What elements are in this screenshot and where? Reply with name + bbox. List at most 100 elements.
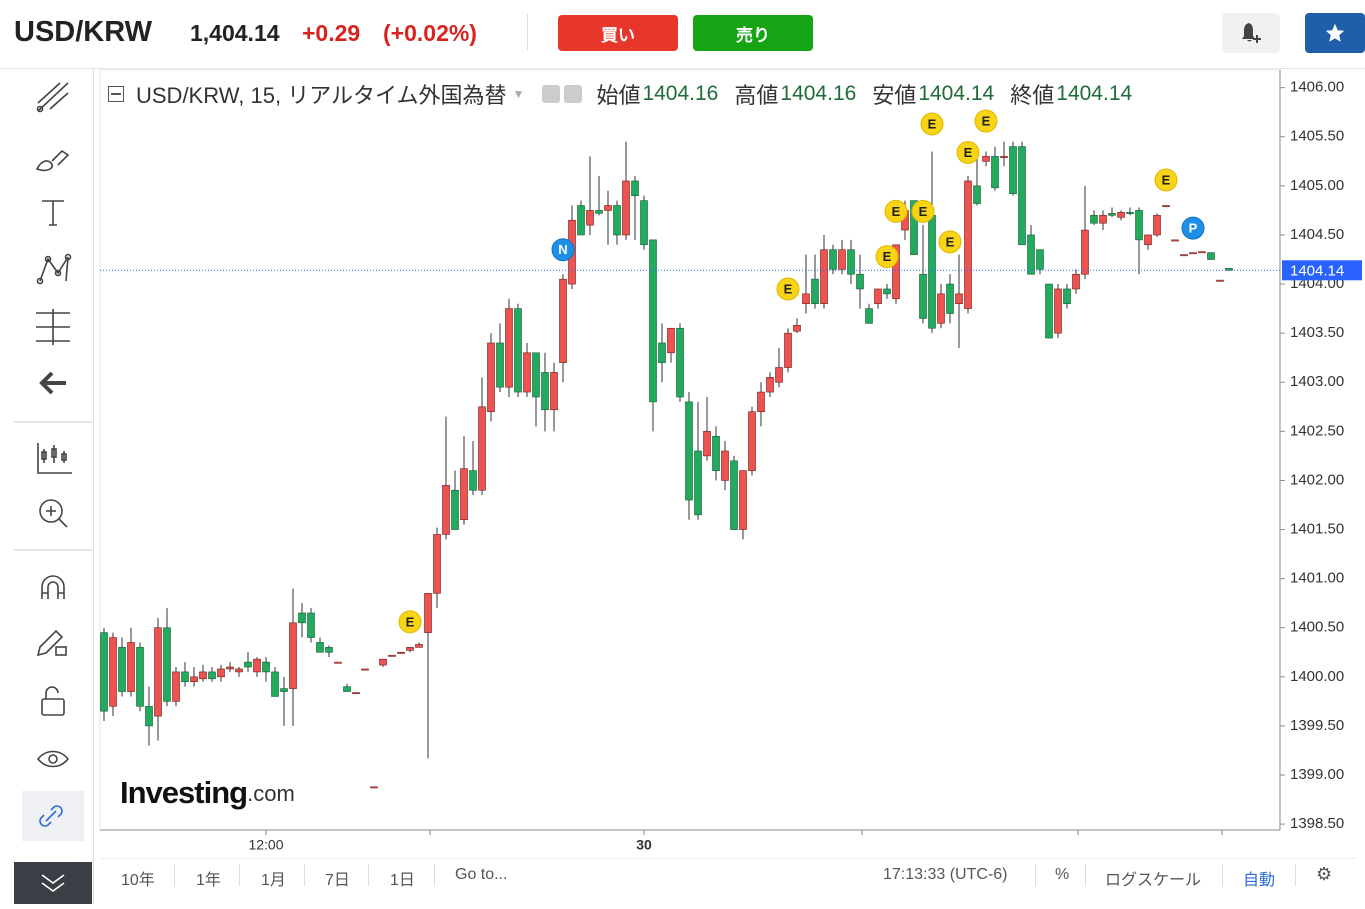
candle-body (1072, 273, 1080, 290)
candle-body (460, 468, 468, 521)
pattern-tool[interactable] (36, 253, 72, 285)
candle-body (721, 450, 729, 481)
candle-body (100, 632, 108, 712)
y-tick-label: 1399.50 (1290, 717, 1344, 734)
candle-body (208, 671, 216, 680)
buy-button[interactable]: 買い (558, 15, 678, 51)
candle-body (838, 249, 846, 270)
event-marker (551, 238, 575, 262)
clock[interactable]: 17:13:33 (UTC-6) (883, 866, 1008, 883)
candle-body (703, 431, 711, 457)
candle-body (334, 661, 342, 664)
candle-body (847, 249, 855, 275)
brush-tool[interactable] (35, 149, 70, 172)
y-tick-label: 1400.50 (1290, 619, 1344, 636)
y-tick-label: 1401.50 (1290, 521, 1344, 538)
lock-tool[interactable] (41, 686, 65, 716)
change: +0.29 (302, 20, 361, 46)
link-tool[interactable] (39, 805, 63, 827)
candle-body (496, 342, 504, 388)
high-label: 高値 (734, 83, 779, 108)
y-tick-label: 1398.50 (1290, 815, 1344, 832)
range-7d[interactable]: 7日 (325, 872, 350, 889)
candle-body (856, 273, 864, 290)
trend-line-tool[interactable] (36, 82, 69, 113)
candle-body (172, 671, 180, 702)
candle-body (325, 647, 333, 653)
event-marker (1181, 216, 1205, 240)
event-label: N (558, 242, 567, 257)
candle-body (685, 401, 693, 501)
candle-body (1108, 213, 1116, 216)
candle-body (262, 661, 270, 673)
auto-toggle[interactable]: 自動 (1243, 872, 1276, 889)
candle-body (604, 205, 612, 211)
legend-dropdown[interactable]: ▼ (512, 87, 525, 101)
event-label: E (883, 249, 892, 264)
separator (1035, 864, 1036, 886)
candle-body (937, 293, 945, 324)
low-label: 安値 (872, 83, 917, 108)
candle-body (514, 308, 522, 393)
y-tick-label: 1405.50 (1290, 128, 1344, 145)
candle-body (1207, 252, 1215, 260)
watchlist-button[interactable] (1305, 13, 1365, 53)
candle-body (271, 671, 279, 697)
event-marker (398, 610, 422, 634)
candle-body (181, 671, 189, 683)
candle-body (613, 205, 621, 236)
back-tool[interactable] (39, 371, 66, 395)
candle-body (388, 654, 396, 657)
star-icon (1325, 23, 1345, 42)
log-toggle[interactable]: ログスケール (1105, 872, 1202, 889)
zoom-tool[interactable] (39, 499, 68, 528)
candle-body (1099, 215, 1107, 224)
last-price-box (1282, 260, 1362, 281)
candle-body (793, 324, 801, 332)
collapse-icon[interactable] (108, 86, 124, 102)
divider (527, 14, 528, 50)
range-1y[interactable]: 1年 (196, 872, 221, 889)
alert-button[interactable] (1222, 13, 1280, 53)
goto-button[interactable]: Go to... (455, 866, 508, 883)
candle-body (586, 210, 594, 226)
range-1d[interactable]: 1日 (390, 872, 415, 889)
candle-body (1117, 212, 1125, 218)
separator (1295, 864, 1296, 886)
candle-body (649, 239, 657, 403)
indicators-tool[interactable] (37, 443, 72, 474)
open-label: 始値 (596, 83, 641, 108)
event-label: E (406, 614, 415, 629)
text-tool[interactable] (42, 200, 64, 226)
separator (304, 864, 305, 886)
sell-button[interactable]: 売り (693, 15, 813, 51)
bell-icon (1242, 23, 1261, 43)
candle-body (406, 647, 414, 651)
event-marker (911, 199, 935, 223)
candle-body (739, 470, 747, 530)
candle-body (163, 627, 171, 702)
candle-body (694, 450, 702, 516)
drawing-toolbar (0, 69, 94, 904)
fibonacci-tool[interactable] (36, 309, 70, 345)
candle-body (874, 288, 882, 304)
magnet-tool[interactable] (41, 575, 65, 599)
candle-body (622, 180, 630, 236)
candle-body (946, 283, 954, 314)
chart-settings[interactable]: ⚙ (1316, 864, 1333, 884)
candle-body (712, 435, 720, 471)
candle-body (1189, 252, 1197, 255)
visibility-icon[interactable] (542, 85, 561, 103)
candle-body (658, 342, 666, 363)
last-price-label: 1404.14 (1290, 262, 1344, 279)
visibility-tool[interactable] (36, 750, 70, 768)
candle-body (352, 692, 360, 695)
percent-toggle[interactable]: % (1055, 866, 1070, 883)
range-10y[interactable]: 10年 (121, 872, 155, 889)
settings-icon[interactable] (564, 85, 583, 103)
separator (368, 864, 369, 886)
candle-body (631, 180, 639, 196)
range-1m[interactable]: 1月 (261, 872, 286, 889)
lock-drawing-tool[interactable] (36, 629, 67, 657)
